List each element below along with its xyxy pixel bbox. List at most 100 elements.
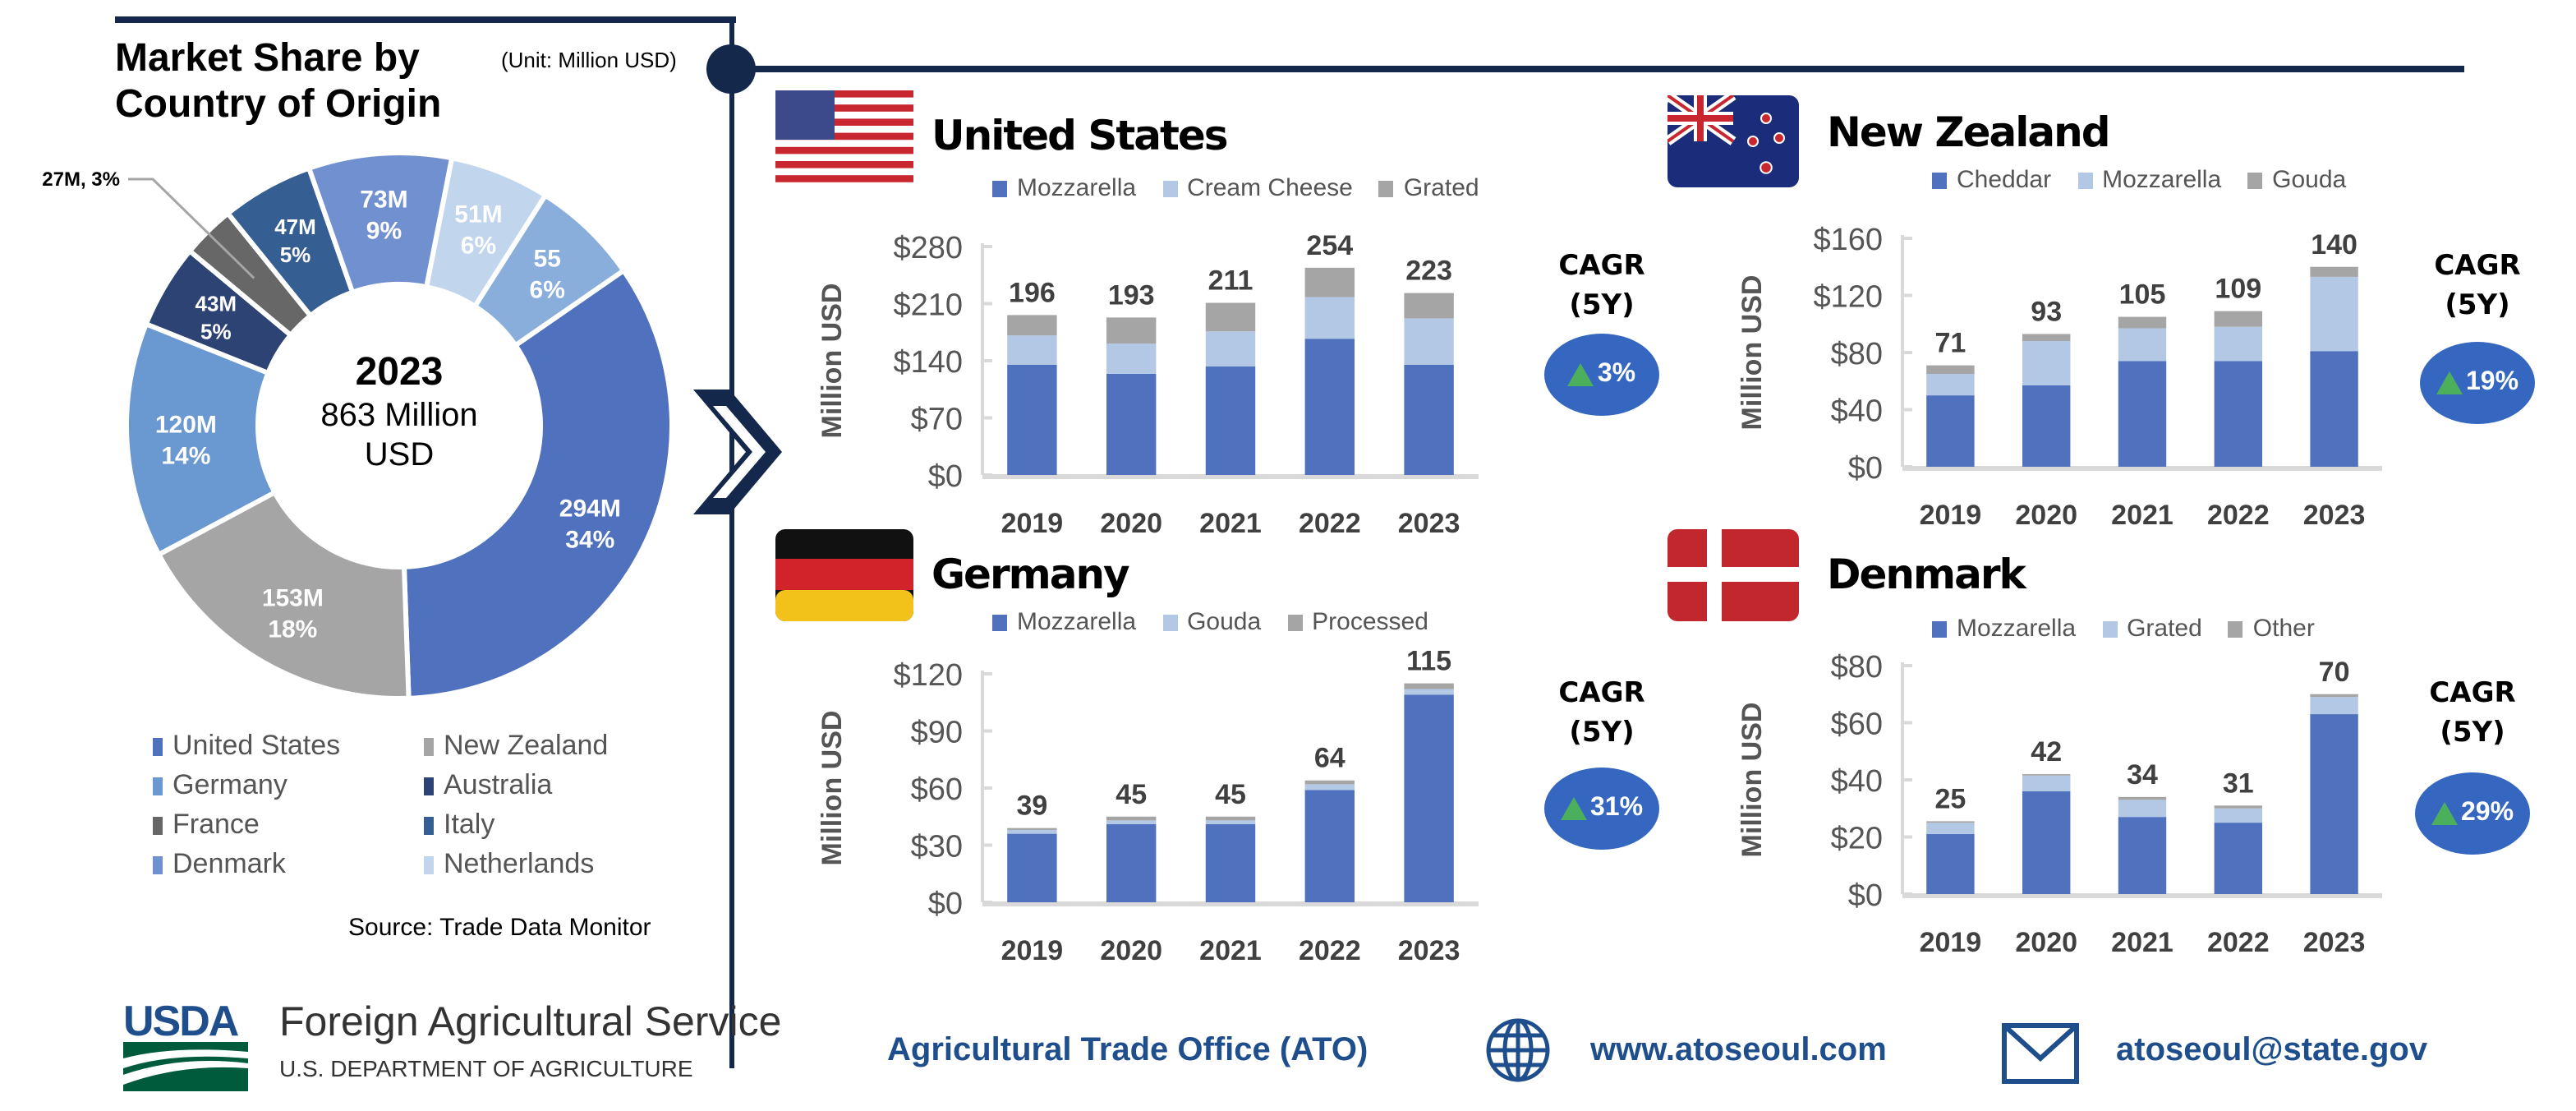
bar-segment	[1106, 317, 1157, 344]
legend-swatch	[1162, 614, 1178, 630]
x-tick-label: 2023	[1398, 508, 1460, 539]
legend-item: Mozzarella	[992, 608, 1136, 636]
legend-swatch	[1378, 180, 1394, 196]
legend-label: New Zealand	[444, 730, 609, 761]
cagr-value: 29%	[2460, 799, 2514, 827]
slice-value-label: 47M	[274, 214, 316, 239]
bar-total-label: 34	[2127, 759, 2158, 791]
bar-segment	[1007, 833, 1057, 902]
bar-total-label: 42	[2031, 736, 2062, 768]
bar-segment	[1007, 315, 1057, 336]
bar-total-label: 211	[1208, 265, 1254, 297]
bar-segment	[1926, 834, 1975, 894]
y-tick-label: $30	[911, 830, 963, 864]
legend-item: Processed	[1287, 608, 1428, 636]
donut-legend: United States New Zealand Germany Australia…	[153, 730, 670, 881]
flag-united-states-icon	[775, 90, 913, 182]
legend-swatch	[992, 614, 1007, 630]
donut-slice	[155, 489, 412, 701]
legend-item: United States	[153, 730, 424, 763]
legend-swatch	[1932, 172, 1947, 188]
y-axis-label: Million USD	[816, 284, 848, 439]
slice-value-label: 120M	[155, 411, 217, 438]
cagr-label: CAGR (5Y)	[1544, 247, 1659, 325]
bar-segment	[1404, 694, 1454, 902]
stacked-bar-chart: Million USD $0 $30 $60 $90 $120 39 2019 45 2020 45…	[816, 646, 1479, 966]
chart-legend: Cheddar Mozzarella Gouda	[1932, 166, 2346, 194]
slice-percent-label: 6%	[530, 277, 565, 304]
legend-label: Denmark	[172, 848, 286, 879]
legend-item: Gouda	[2247, 166, 2346, 194]
center-total: 863 Million	[320, 398, 478, 434]
cagr-title: CAGR	[2434, 250, 2521, 283]
bar-segment	[1205, 820, 1256, 825]
legend-label: Italy	[444, 809, 495, 840]
slice-percent-label: 6%	[461, 233, 496, 260]
legend-swatch	[424, 737, 434, 755]
bar-segment	[2310, 714, 2358, 894]
donut-chart: 294M 34% 153M 18% 120M 14% 43M 5% 27M, 3% 47M 5% 73…	[42, 150, 674, 701]
legend-item: Denmark	[153, 848, 424, 881]
up-arrow-icon	[2431, 802, 2458, 825]
bar-segment	[1926, 365, 1975, 375]
bar-segment	[1304, 784, 1355, 791]
cagr-badge: 19%	[2420, 342, 2535, 424]
cagr-value: 31%	[1589, 794, 1644, 822]
bar-segment	[1304, 780, 1355, 785]
slice-value-label: 73M	[360, 187, 407, 214]
legend-swatch	[992, 180, 1007, 196]
frame-node-circle	[706, 44, 756, 94]
x-tick-label: 2022	[2207, 927, 2270, 958]
x-tick-label: 2021	[1199, 508, 1262, 539]
up-arrow-icon	[1560, 797, 1587, 820]
website-link[interactable]: www.atoseoul.com	[1590, 1032, 1887, 1068]
legend-item: Grated	[1378, 174, 1479, 202]
slice-percent-label: 9%	[366, 218, 402, 245]
bar-segment	[2310, 276, 2358, 352]
envelope-icon	[2002, 1023, 2079, 1084]
bar-total-label: 70	[2319, 657, 2350, 688]
bar-segment	[2310, 697, 2358, 715]
source-note: Source: Trade Data Monitor	[348, 914, 651, 942]
slice-percent-label: 5%	[280, 242, 311, 267]
bar-segment	[1007, 335, 1057, 365]
x-tick-label: 2019	[1001, 508, 1064, 539]
legend-label: Grated	[2127, 615, 2202, 643]
flag-germany-icon	[775, 529, 913, 621]
cagr-period: (5Y)	[1569, 717, 1635, 749]
donut-slice	[472, 191, 628, 349]
y-tick-label: $20	[1831, 822, 1883, 856]
slice-value-label: 55	[534, 246, 561, 273]
bar-segment	[1404, 683, 1454, 689]
bar-segment	[1926, 823, 1975, 835]
chart-title: Denmark	[1827, 551, 2026, 598]
cagr-badge: 3%	[1544, 334, 1659, 416]
bar-segment	[1106, 816, 1157, 821]
bar-segment	[2214, 805, 2262, 809]
bar-segment	[1304, 790, 1355, 902]
chart-title: Germany	[932, 551, 1130, 598]
y-axis-label: Million USD	[1736, 703, 1768, 858]
flag-new-zealand-icon	[1668, 95, 1799, 187]
y-tick-label: $0	[928, 887, 963, 921]
y-tick-label: $60	[911, 772, 963, 807]
legend-label: Australia	[444, 769, 553, 800]
cagr-title: CAGR	[2429, 677, 2516, 710]
cagr-label: CAGR (5Y)	[2415, 674, 2530, 753]
cagr-badge: 29%	[2415, 772, 2530, 855]
up-arrow-icon	[1567, 363, 1594, 386]
cagr-value: 3%	[1597, 360, 1636, 388]
legend-swatch	[424, 816, 434, 834]
email-link[interactable]: atoseoul@state.gov	[2116, 1032, 2428, 1068]
x-tick-label: 2021	[1199, 935, 1262, 966]
legend-label: Grated	[1403, 174, 1479, 202]
bar-segment	[1205, 816, 1256, 821]
frame-right-line	[733, 66, 2464, 72]
slice-percent-label: 34%	[565, 527, 614, 554]
bar-segment	[2118, 817, 2167, 894]
bar-segment	[1205, 331, 1256, 366]
y-tick-label: $210	[893, 288, 963, 323]
bar-segment	[1007, 364, 1057, 475]
bar-segment	[1106, 824, 1157, 902]
